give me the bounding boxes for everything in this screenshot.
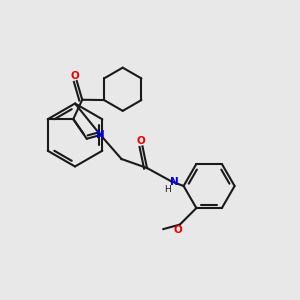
Text: O: O bbox=[173, 225, 182, 235]
Text: H: H bbox=[164, 184, 170, 194]
Text: O: O bbox=[136, 136, 146, 146]
Text: N: N bbox=[169, 177, 178, 187]
Text: O: O bbox=[71, 71, 80, 81]
Text: N: N bbox=[96, 130, 105, 140]
